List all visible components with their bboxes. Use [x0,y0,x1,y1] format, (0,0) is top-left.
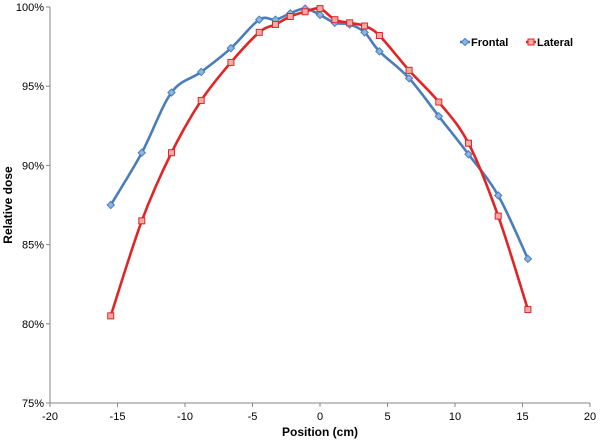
frontal-point [167,88,176,97]
frontal-point [523,254,533,264]
frontal-series [106,4,533,264]
frontal-point [254,15,264,24]
lateral-point [405,66,413,74]
frontal-point [404,73,414,83]
y-axis-title: Relative dose [1,166,15,244]
x-tick-label: 15 [516,411,528,423]
lateral-point [271,20,279,28]
frontal-point [106,200,116,210]
y-tick-label: 100% [16,2,44,14]
x-tick-labels: -20 -15 -10 -5 0 5 10 15 20 [42,411,596,423]
axes [46,6,591,407]
lateral-series [107,5,532,320]
y-tick-label: 90% [22,160,44,172]
lateral-point [465,139,472,147]
lateral-point [316,5,324,13]
lateral-point [494,212,502,220]
x-tick-label: 20 [584,411,596,423]
x-tick-label: 0 [317,411,323,423]
lateral-point [168,149,175,157]
legend-label: Lateral [537,37,573,49]
lateral-point [197,96,205,104]
legend-item-lateral: Lateral [526,37,573,49]
y-tick-label: 95% [22,81,44,93]
y-tick-label: 80% [22,319,44,331]
legend-label: Frontal [471,37,508,49]
lateral-point [361,22,369,30]
frontal-point [360,28,369,37]
frontal-point [137,148,147,158]
x-tick-label: 5 [384,411,390,423]
legend-marker [460,37,470,47]
x-tick-label: -20 [42,411,58,423]
lateral-point [375,32,383,40]
x-tick-label: -5 [248,411,258,423]
frontal-point [464,150,473,159]
lateral-point [331,16,339,24]
legend-item-frontal: Frontal [460,37,508,49]
lateral-point [138,217,146,225]
frontal-point [315,10,325,20]
x-tick-label: 10 [449,411,461,423]
x-tick-label: -15 [110,411,126,423]
frontal-point [434,111,444,121]
frontal-point [493,191,503,200]
lateral-point [107,312,115,320]
frontal-point [226,43,236,53]
frontal-point [375,47,384,56]
y-tick-labels: 75% 80% 85% 90% 95% 100% [16,2,44,410]
legend: Frontal Lateral [460,37,573,49]
y-tick-label: 85% [22,240,44,252]
x-tick-label: -10 [177,411,193,423]
lateral-point [435,98,443,106]
lateral-point [524,306,532,314]
legend-marker [527,38,535,46]
frontal-point [196,67,206,77]
lateral-point [346,19,354,27]
series-layer [106,4,533,320]
lateral-line [109,6,530,317]
lateral-point [286,13,294,21]
frontal-line [109,7,530,260]
x-axis-title: Position (cm) [282,425,358,439]
lateral-point [227,58,235,66]
lateral-point [255,28,263,36]
lateral-point [301,8,309,16]
y-tick-label: 75% [22,398,44,410]
